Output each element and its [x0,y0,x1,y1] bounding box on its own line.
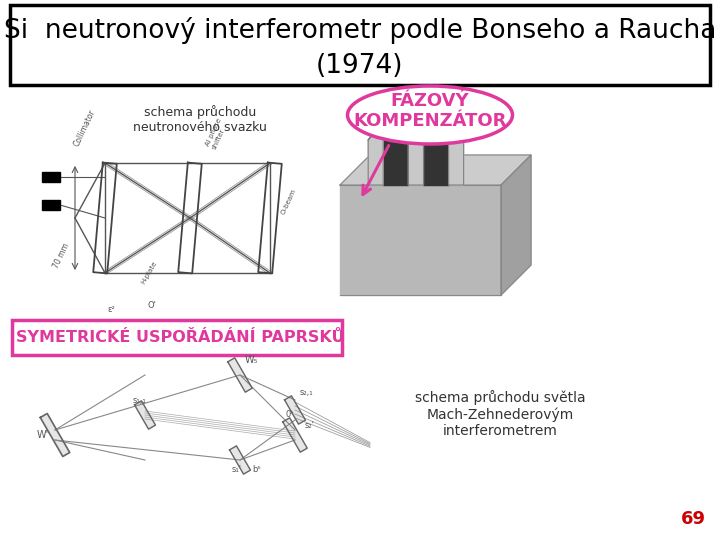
Text: 0⁵: 0⁵ [285,410,294,419]
Text: SYMETRICKÉ USPOŘÁDÁNÍ PAPRSKŮ: SYMETRICKÉ USPOŘÁDÁNÍ PAPRSKŮ [16,330,344,346]
Text: schema průchodu světla
Mach-Zehnederovým
interferometrem: schema průchodu světla Mach-Zehnederovým… [415,390,585,438]
FancyBboxPatch shape [12,320,342,355]
Text: b⁵: b⁵ [252,465,261,474]
Text: O-beam: O-beam [280,187,297,215]
Text: Si  neutronový interferometr podle Bonseho a Raucha: Si neutronový interferometr podle Bonseh… [4,17,716,44]
Polygon shape [383,140,408,185]
Polygon shape [135,401,156,429]
Text: (1974): (1974) [316,53,404,79]
Text: s₁': s₁' [232,465,242,474]
Text: Collimator: Collimator [72,108,97,148]
Polygon shape [408,118,428,140]
Polygon shape [340,185,501,295]
Text: 69: 69 [681,510,706,528]
Text: FÁZOVÝ
KOMPENZÁTOR: FÁZOVÝ KOMPENZÁTOR [354,92,507,130]
Polygon shape [368,130,383,185]
Text: O': O' [148,301,157,310]
Text: ε²: ε² [108,305,116,314]
Text: H-plate: H-plate [140,260,158,285]
Text: s₂': s₂' [305,421,315,430]
Bar [42,200,60,210]
Text: Al phase
shifter: Al phase shifter [205,117,230,150]
Text: s₂,₁: s₂,₁ [300,388,314,397]
Text: 70 mm: 70 mm [52,242,71,270]
Ellipse shape [348,86,513,144]
Polygon shape [283,418,307,452]
FancyBboxPatch shape [10,5,710,85]
Text: s₁,₁: s₁,₁ [133,396,147,405]
Polygon shape [501,155,531,295]
Text: W₅: W₅ [245,355,258,365]
Polygon shape [368,118,387,140]
Bar [42,172,60,182]
Polygon shape [340,155,531,185]
Polygon shape [449,130,464,185]
Polygon shape [449,118,468,140]
Text: schema průchodu
neutronového svazku: schema průchodu neutronového svazku [133,105,267,134]
Polygon shape [40,414,70,456]
Polygon shape [228,358,252,392]
Polygon shape [284,396,305,424]
Polygon shape [408,130,423,185]
Text: W': W' [37,430,49,440]
Polygon shape [423,140,449,185]
Polygon shape [230,446,251,474]
